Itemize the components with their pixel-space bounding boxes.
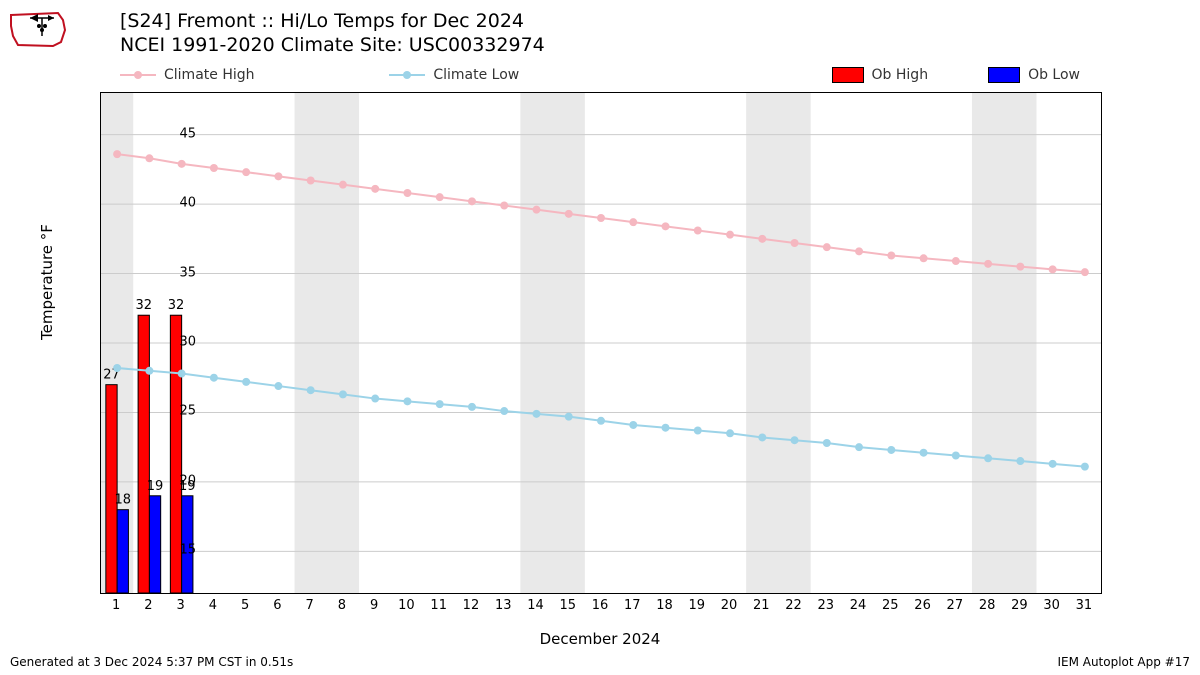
plot-area: 273232181919 (100, 92, 1102, 594)
x-tick-label: 29 (1011, 598, 1028, 613)
chart-title: [S24] Fremont :: Hi/Lo Temps for Dec 202… (120, 10, 545, 58)
x-tick-label: 9 (370, 598, 378, 613)
x-tick-label: 1 (112, 598, 120, 613)
x-tick-label: 22 (785, 598, 802, 613)
y-axis-label: Temperature °F (38, 224, 56, 340)
x-tick-label: 27 (947, 598, 964, 613)
x-tick-label: 13 (495, 598, 512, 613)
x-tick-label: 15 (559, 598, 576, 613)
x-tick-label: 16 (592, 598, 609, 613)
x-tick-label: 30 (1043, 598, 1060, 613)
legend-ob-low: Ob Low (988, 67, 1080, 83)
x-tick-label: 20 (721, 598, 738, 613)
title-line1: [S24] Fremont :: Hi/Lo Temps for Dec 202… (120, 10, 545, 34)
legend-label: Climate High (164, 67, 255, 83)
x-tick-label: 8 (338, 598, 346, 613)
legend-climate-low: Climate Low (389, 67, 658, 83)
legend-swatch-climate-high (120, 68, 156, 82)
legend-swatch-ob-low (988, 67, 1020, 83)
plot-svg: 273232181919 (101, 93, 1101, 593)
x-tick-label: 4 (209, 598, 217, 613)
legend-label: Ob High (872, 67, 929, 83)
y-tick-label: 15 (156, 543, 196, 558)
svg-text:32: 32 (135, 298, 152, 313)
x-tick-label: 10 (398, 598, 415, 613)
x-axis-label: December 2024 (0, 630, 1200, 648)
legend-ob-high: Ob High (659, 67, 988, 83)
title-line2: NCEI 1991-2020 Climate Site: USC00332974 (120, 34, 545, 58)
x-tick-label: 19 (688, 598, 705, 613)
x-tick-label: 7 (306, 598, 314, 613)
chart-root: [S24] Fremont :: Hi/Lo Temps for Dec 202… (0, 0, 1200, 675)
legend-swatch-climate-low (389, 68, 425, 82)
x-tick-label: 3 (177, 598, 185, 613)
x-tick-label: 28 (979, 598, 996, 613)
legend: Climate High Climate Low Ob High Ob Low (120, 64, 1080, 86)
legend-label: Ob Low (1028, 67, 1080, 83)
footer-app: IEM Autoplot App #17 (1057, 655, 1190, 669)
y-tick-label: 40 (156, 196, 196, 211)
y-tick-label: 45 (156, 126, 196, 141)
x-tick-label: 5 (241, 598, 249, 613)
x-tick-label: 17 (624, 598, 641, 613)
x-tick-label: 31 (1076, 598, 1093, 613)
y-tick-label: 35 (156, 265, 196, 280)
x-tick-label: 26 (914, 598, 931, 613)
x-tick-label: 24 (850, 598, 867, 613)
y-tick-label: 20 (156, 473, 196, 488)
x-tick-label: 11 (430, 598, 447, 613)
x-tick-label: 12 (463, 598, 480, 613)
svg-text:18: 18 (115, 493, 132, 508)
y-tick-label: 25 (156, 404, 196, 419)
legend-climate-high: Climate High (120, 67, 389, 83)
y-tick-label: 30 (156, 335, 196, 350)
x-tick-label: 21 (753, 598, 770, 613)
x-tick-label: 14 (527, 598, 544, 613)
footer-generated: Generated at 3 Dec 2024 5:37 PM CST in 0… (10, 655, 293, 669)
x-tick-label: 2 (144, 598, 152, 613)
legend-swatch-ob-high (832, 67, 864, 83)
iem-logo (8, 8, 70, 54)
x-tick-label: 18 (656, 598, 673, 613)
x-tick-label: 23 (818, 598, 835, 613)
x-tick-label: 6 (273, 598, 281, 613)
legend-label: Climate Low (433, 67, 519, 83)
x-tick-label: 25 (882, 598, 899, 613)
svg-text:32: 32 (168, 298, 185, 313)
